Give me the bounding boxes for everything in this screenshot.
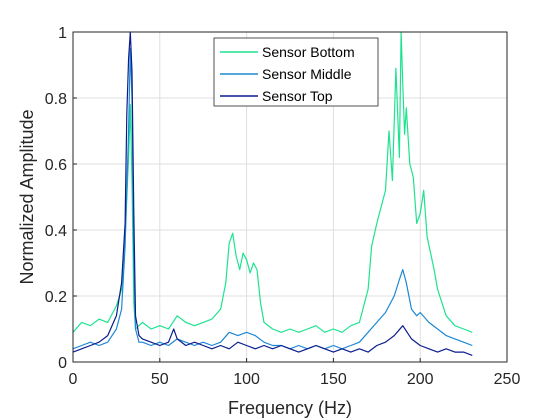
legend-label-sensor-top: Sensor Top <box>262 88 333 104</box>
y-tick-label: 0.2 <box>45 289 67 306</box>
y-axis-title: Normalized Amplitude <box>17 109 37 284</box>
x-tick-label: 0 <box>69 371 78 388</box>
y-tick-label: 0.4 <box>45 223 67 240</box>
legend: Sensor Bottom Sensor Middle Sensor Top <box>213 37 379 107</box>
y-tick-label: 0 <box>58 355 67 372</box>
x-tick-label: 100 <box>233 371 260 388</box>
y-tick-label: 0.8 <box>45 91 67 108</box>
y-tick-label: 0.6 <box>45 157 67 174</box>
series-line-sensor-middle <box>72 47 473 350</box>
x-tick-label: 250 <box>494 371 521 388</box>
x-tick-label: 50 <box>151 371 169 388</box>
legend-label-sensor-middle: Sensor Middle <box>262 66 352 82</box>
axis-ticks: 0 50 100 150 200 250 0 0.2 0.4 0.6 0.8 1 <box>45 25 521 388</box>
plot-frame <box>72 31 508 363</box>
legend-box <box>213 37 379 107</box>
series-layer <box>72 31 473 356</box>
legend-label-sensor-bottom: Sensor Bottom <box>262 44 355 60</box>
y-tick-label: 1 <box>58 25 67 42</box>
x-tick-label: 200 <box>407 371 434 388</box>
x-tick-label: 150 <box>320 371 347 388</box>
x-axis-title: Frequency (Hz) <box>228 398 352 418</box>
series-line-sensor-top <box>72 31 473 356</box>
